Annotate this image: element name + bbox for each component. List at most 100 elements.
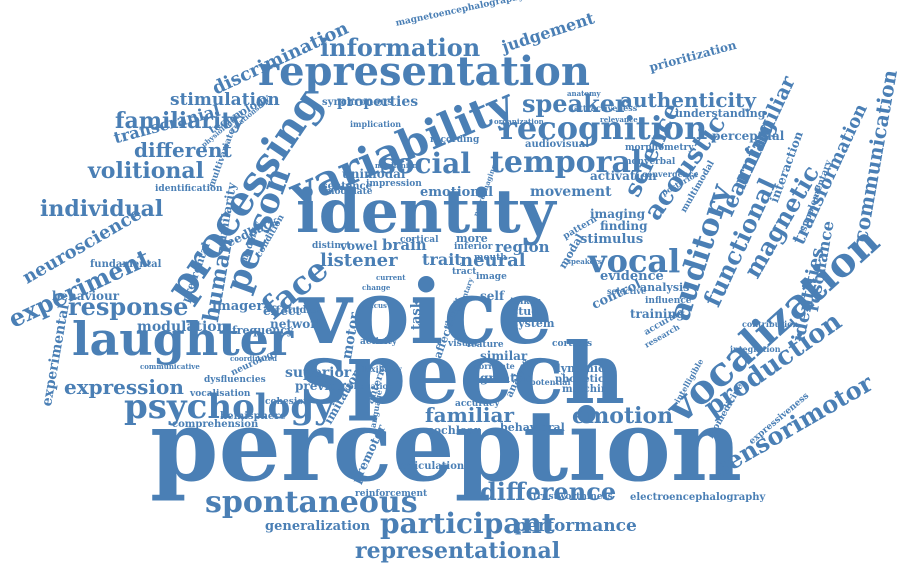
cloud-word: expression bbox=[64, 375, 184, 399]
cloud-word: image bbox=[476, 272, 507, 282]
cloud-word: superior bbox=[285, 365, 352, 381]
cloud-word: dynamic bbox=[553, 362, 605, 375]
cloud-word: frequency bbox=[232, 324, 294, 337]
cloud-word: tract bbox=[452, 267, 477, 277]
cloud-word: cortical bbox=[400, 235, 439, 245]
cloud-word: dysfluencies bbox=[204, 375, 266, 385]
cloud-word: previous bbox=[295, 379, 353, 393]
cloud-word: different bbox=[134, 138, 232, 162]
cloud-word: familiar bbox=[425, 403, 515, 427]
cloud-word: studies bbox=[282, 305, 323, 316]
cloud-word: finding bbox=[600, 219, 648, 233]
cloud-word: vocal bbox=[588, 242, 681, 280]
cloud-word: synchronous bbox=[322, 97, 393, 108]
cloud-word: information bbox=[320, 33, 481, 62]
cloud-word: accuracy bbox=[455, 399, 500, 409]
cloud-word: behaviour bbox=[52, 289, 120, 303]
cloud-word: anatomy bbox=[567, 89, 601, 98]
cloud-word: understanding bbox=[675, 107, 766, 120]
cloud-word: performance bbox=[515, 516, 637, 536]
cloud-word: recording bbox=[430, 135, 480, 145]
cloud-word: study bbox=[512, 305, 546, 318]
cloud-word: matching bbox=[562, 384, 616, 395]
cloud-word: magnetoencephalography bbox=[394, 0, 525, 29]
cloud-word: audiovisual bbox=[525, 139, 589, 150]
cloud-word: integration bbox=[730, 344, 781, 354]
cloud-word: individual bbox=[40, 196, 164, 222]
cloud-word: phonetic bbox=[555, 374, 605, 385]
cloud-word: voice bbox=[300, 260, 553, 364]
cloud-word: mouth bbox=[474, 253, 507, 263]
cloud-word: vowel bbox=[340, 239, 378, 253]
cloud-word: flexibility bbox=[360, 364, 402, 374]
cloud-word: correlate bbox=[474, 361, 515, 371]
cloud-word: implication bbox=[350, 119, 402, 129]
cloud-word: identification bbox=[155, 184, 223, 194]
cloud-word: talker bbox=[510, 297, 541, 307]
cloud-word: speech bbox=[300, 324, 626, 423]
cloud-word: stimulus bbox=[580, 232, 644, 247]
cloud-word: articulation bbox=[398, 461, 465, 472]
cloud-word: identity bbox=[296, 177, 556, 247]
cloud-word: change bbox=[362, 283, 391, 292]
cloud-word: distinct bbox=[312, 241, 351, 251]
cloud-word: spontaneous bbox=[205, 485, 418, 520]
cloud-word: analysis bbox=[640, 281, 690, 294]
cloud-word: influence bbox=[645, 296, 692, 306]
cloud-word: social bbox=[380, 147, 471, 180]
cloud-word: nonverbal bbox=[625, 157, 676, 167]
cloud-word: emotion bbox=[572, 403, 674, 429]
cloud-word: imaging bbox=[590, 207, 646, 221]
cloud-word: listener bbox=[320, 250, 398, 271]
cloud-word: imagery bbox=[212, 299, 271, 314]
cloud-word: unimodal bbox=[342, 167, 406, 181]
cloud-word: cortices bbox=[552, 339, 593, 349]
cloud-word: sentence bbox=[322, 181, 372, 192]
cloud-word: difference bbox=[480, 477, 617, 506]
cloud-word: greater bbox=[480, 371, 530, 385]
cloud-word: relevance bbox=[600, 115, 638, 124]
cloud-word: reinforcement bbox=[355, 489, 428, 499]
cloud-word: region bbox=[495, 238, 550, 256]
cloud-word: task bbox=[409, 299, 424, 330]
cloud-word: effect bbox=[263, 304, 301, 318]
cloud-word: similar bbox=[480, 349, 528, 363]
cloud-word: familiarity bbox=[115, 108, 245, 134]
cloud-word: phonation bbox=[348, 381, 394, 391]
cloud-word: training bbox=[630, 307, 685, 321]
cloud-word: activity bbox=[360, 337, 397, 347]
cloud-word: cohesion bbox=[265, 397, 310, 407]
cloud-word: current bbox=[376, 273, 406, 282]
cloud-word: recognition bbox=[500, 109, 708, 147]
cloud-word: system bbox=[512, 317, 555, 330]
cloud-word: morphometry bbox=[625, 143, 694, 153]
cloud-word: contribution bbox=[742, 319, 799, 329]
cloud-word: electroencephalography bbox=[630, 492, 766, 503]
cloud-word: hemisphere bbox=[220, 411, 286, 422]
cloud-word: impression bbox=[366, 179, 422, 189]
cloud-word: modulation bbox=[137, 319, 227, 335]
cloud-word: volitional bbox=[88, 158, 204, 184]
cloud-word: communicative bbox=[140, 362, 200, 371]
cloud-word: stimulation bbox=[170, 90, 280, 110]
cloud-word: vocalisation bbox=[190, 389, 251, 399]
cloud-word: selective bbox=[607, 286, 647, 296]
cloud-word: cochlear bbox=[427, 424, 480, 437]
cloud-word: psychology bbox=[124, 387, 334, 427]
cloud-word: emotional bbox=[420, 185, 494, 200]
cloud-word: temporal bbox=[490, 145, 643, 180]
cloud-word: response bbox=[68, 292, 189, 321]
cloud-word: network bbox=[270, 317, 325, 331]
cloud-word: representational bbox=[355, 538, 561, 564]
cloud-word: feature bbox=[467, 340, 504, 350]
cloud-word: self bbox=[480, 289, 505, 303]
cloud-word: speaker bbox=[522, 89, 628, 118]
cloud-word: speakers bbox=[567, 257, 602, 266]
cloud-word: behavioral bbox=[500, 421, 565, 434]
cloud-word: communication bbox=[848, 67, 900, 244]
cloud-word: prioritization bbox=[647, 37, 738, 75]
cloud-word: trait bbox=[422, 250, 462, 269]
cloud-word: comprehension bbox=[172, 419, 259, 430]
cloud-word: representation bbox=[258, 48, 590, 95]
cloud-word: laughter bbox=[72, 312, 294, 366]
